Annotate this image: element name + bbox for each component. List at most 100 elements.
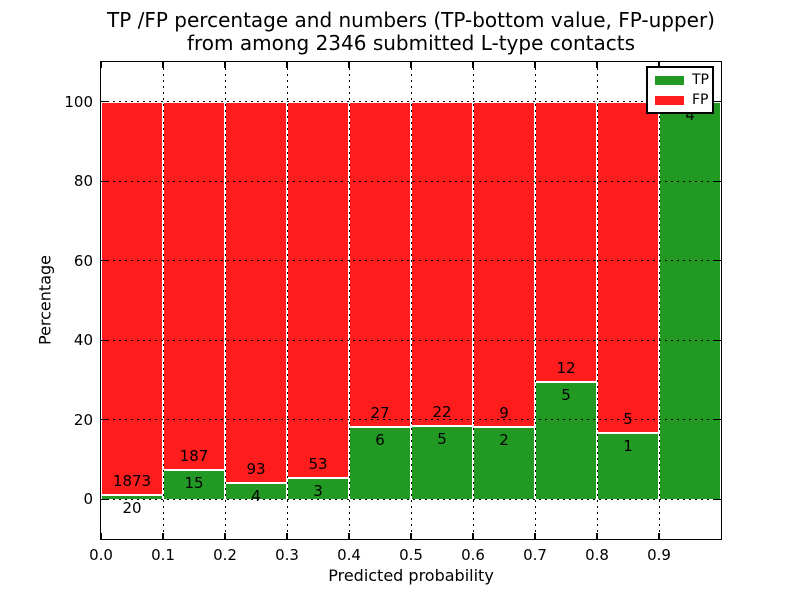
y-gridline	[101, 419, 721, 421]
fp-count-label: 93	[246, 459, 266, 478]
y-tick-right	[715, 180, 721, 182]
x-tick-label: 0.4	[337, 546, 361, 564]
legend-item-tp: TP	[655, 72, 712, 88]
x-axis-label: Predicted probability	[328, 566, 494, 585]
plot-area: 1873 20 187 15 93 4 53 3 27 6 22 5 9 2 12 5 5 1 4 0.0 0.1 0.2…	[64, 61, 722, 564]
x-tick-bottom	[348, 533, 350, 539]
x-tick-top	[596, 62, 598, 68]
fp-bar-segment	[164, 102, 224, 469]
tp-bar-segment	[350, 427, 410, 500]
x-tick-label: 0.3	[275, 546, 299, 564]
x-tick-label: 0.5	[399, 546, 423, 564]
x-tick-bottom	[224, 533, 226, 539]
legend: TP FP	[646, 66, 714, 114]
x-gridline	[224, 62, 226, 539]
x-tick-top	[162, 62, 164, 68]
tp-count-label: 5	[561, 386, 571, 405]
tp-bar-segment	[288, 478, 348, 500]
chart-title: TP /FP percentage and numbers (TP-bottom…	[107, 9, 715, 55]
x-tick-bottom	[410, 533, 412, 539]
fp-count-label: 187	[179, 446, 209, 465]
tp-bar-segment	[226, 483, 286, 500]
fp-count-label: 5	[623, 409, 633, 428]
tp-count-label: 15	[184, 473, 204, 492]
tp-count-label: 4	[251, 486, 261, 505]
legend-item-fp: FP	[655, 92, 712, 108]
x-tick-label: 0.2	[213, 546, 237, 564]
legend-label-fp: FP	[692, 92, 709, 108]
tp-bar-segment	[536, 383, 596, 500]
y-tick-left	[101, 498, 107, 500]
x-tick-top	[410, 62, 412, 68]
x-tick-label: 0.8	[585, 546, 609, 564]
y-tick-left	[101, 419, 107, 421]
y-tick-right	[715, 260, 721, 262]
x-tick-bottom	[472, 533, 474, 539]
tp-bar-segment	[474, 427, 534, 500]
x-tick-label: 0.9	[647, 546, 671, 564]
fp-count-label: 22	[432, 402, 452, 421]
y-tick-label: 0	[83, 490, 93, 509]
fp-count-label: 1873	[112, 472, 152, 491]
y-tick-left	[101, 339, 107, 341]
x-tick-top	[224, 62, 226, 68]
x-gridline	[286, 62, 288, 539]
x-gridline	[658, 62, 660, 539]
fp-count-label: 9	[499, 403, 509, 422]
x-gridline	[534, 62, 536, 539]
x-tick-bottom	[100, 533, 102, 539]
x-tick-bottom	[658, 533, 660, 539]
tp-count-label: 3	[313, 481, 323, 500]
y-tick-left	[101, 101, 107, 103]
tp-count-label: 1	[623, 436, 633, 455]
fp-bar-segment	[598, 102, 658, 432]
x-tick-bottom	[534, 533, 536, 539]
tp-color-swatch	[655, 75, 684, 85]
x-gridline	[410, 62, 412, 539]
y-tick-right	[715, 419, 721, 421]
tp-bar-segment	[102, 496, 162, 500]
y-gridline	[101, 498, 721, 500]
y-tick-right	[715, 101, 721, 103]
y-gridline	[101, 180, 721, 182]
tp-count-label: 4	[685, 105, 695, 124]
y-tick-right	[715, 498, 721, 500]
x-tick-top	[658, 62, 660, 68]
tp-count-label: 5	[437, 429, 447, 448]
fp-bar-segment	[536, 102, 596, 382]
fp-bar-segment	[288, 102, 348, 477]
y-gridline	[101, 260, 721, 262]
x-tick-label: 0.7	[523, 546, 547, 564]
x-gridline	[348, 62, 350, 539]
fp-bar-segment	[412, 102, 472, 425]
y-tick-label: 40	[73, 331, 93, 350]
tp-bar-segment	[164, 470, 224, 500]
tp-count-label: 2	[499, 430, 509, 449]
tp-bar-segment	[598, 433, 658, 500]
x-tick-bottom	[162, 533, 164, 539]
x-gridline	[162, 62, 164, 539]
y-tick-left	[101, 180, 107, 182]
y-tick-label: 80	[73, 172, 93, 191]
chart-title-line1: TP /FP percentage and numbers (TP-bottom…	[107, 8, 715, 32]
x-tick-top	[100, 62, 102, 68]
fp-count-label: 12	[556, 359, 576, 378]
fp-bar-segment	[102, 102, 162, 495]
y-tick-right	[715, 339, 721, 341]
fp-color-swatch	[655, 95, 684, 105]
y-tick-label: 20	[73, 410, 93, 429]
y-tick-label: 60	[73, 251, 93, 270]
fp-bar-segment	[226, 102, 286, 482]
x-gridline	[472, 62, 474, 539]
fp-count-label: 27	[370, 403, 390, 422]
x-tick-bottom	[596, 533, 598, 539]
x-tick-bottom	[286, 533, 288, 539]
tp-count-label: 6	[375, 430, 385, 449]
x-tick-top	[286, 62, 288, 68]
y-tick-left	[101, 260, 107, 262]
x-gridline	[596, 62, 598, 539]
chart-title-line2: from among 2346 submitted L-type contact…	[186, 31, 636, 55]
fp-count-label: 53	[308, 454, 328, 473]
y-tick-label: 100	[64, 92, 93, 111]
